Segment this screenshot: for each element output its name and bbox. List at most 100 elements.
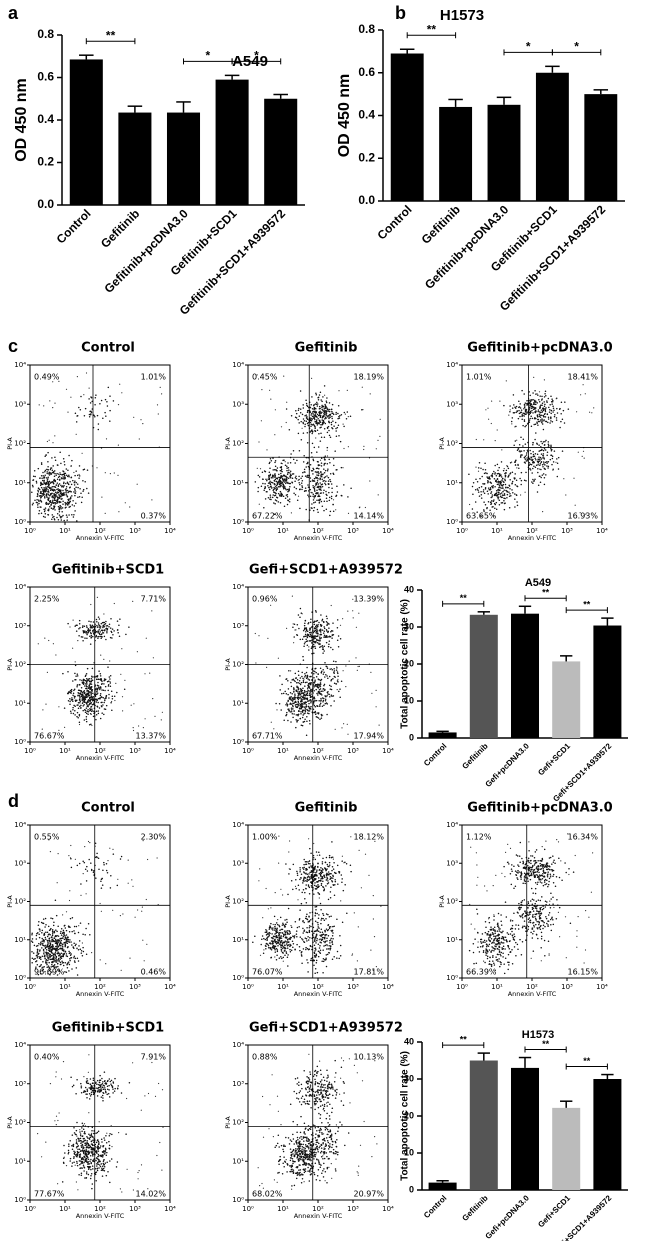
event-dot: [50, 492, 53, 495]
event-dot: [274, 945, 277, 947]
event-dot: [318, 494, 320, 496]
event-dot: [311, 418, 313, 420]
bar: [535, 72, 569, 201]
event-dot: [321, 408, 323, 410]
event-dot: [99, 672, 102, 675]
event-dot: [316, 480, 319, 482]
event-dot: [68, 962, 70, 964]
event-dot: [278, 494, 281, 497]
event-dot: [317, 511, 319, 513]
event-dot: [94, 404, 96, 406]
event-dot: [347, 512, 350, 515]
event-dot: [537, 461, 540, 464]
event-dot: [330, 604, 332, 607]
event-dot: [60, 955, 63, 957]
event-dot: [40, 486, 43, 489]
event-dot: [101, 712, 103, 714]
event-dot: [306, 913, 308, 916]
event-dot: [48, 961, 50, 964]
event-dot: [48, 949, 51, 951]
event-dot: [315, 392, 317, 395]
event-dot: [327, 414, 329, 417]
event-dot: [286, 469, 288, 472]
event-dot: [327, 476, 330, 479]
event-dot: [511, 482, 513, 484]
event-dot: [275, 947, 278, 950]
event-dot: [56, 940, 58, 942]
event-dot: [563, 422, 566, 424]
event-dot: [74, 492, 76, 494]
event-dot: [95, 687, 97, 690]
event-dot: [111, 637, 113, 639]
event-dot: [477, 489, 479, 492]
event-dot: [81, 681, 84, 684]
event-dot: [58, 488, 61, 491]
event-dot: [51, 971, 53, 973]
event-dot: [266, 490, 268, 493]
event-dot: [279, 689, 281, 691]
event-dot: [138, 438, 140, 440]
event-dot: [85, 712, 88, 715]
event-dot: [299, 412, 302, 414]
event-dot: [316, 712, 318, 714]
event-dot: [107, 685, 110, 687]
event-dot: [302, 948, 305, 950]
event-dot: [72, 479, 74, 482]
event-dot: [77, 960, 80, 962]
event-dot: [63, 931, 65, 934]
event-dot: [291, 700, 294, 702]
event-dot: [310, 672, 313, 674]
event-dot: [314, 413, 316, 415]
event-dot: [62, 500, 64, 502]
event-dot: [64, 950, 66, 953]
event-dot: [280, 468, 283, 471]
event-dot: [118, 511, 120, 513]
event-dot: [283, 505, 286, 508]
event-dot: [316, 619, 319, 622]
event-dot: [514, 440, 517, 442]
event-dot: [338, 390, 340, 392]
event-dot: [104, 398, 107, 401]
event-dot: [546, 461, 548, 463]
event-dot: [300, 700, 302, 703]
event-dot: [317, 474, 320, 477]
y-tick-label: 10²: [14, 661, 26, 669]
event-dot: [282, 495, 285, 498]
event-dot: [583, 378, 585, 380]
event-dot: [316, 705, 319, 707]
event-dot: [56, 464, 59, 466]
event-dot: [321, 475, 323, 478]
event-dot: [289, 462, 292, 464]
event-dot: [532, 478, 534, 481]
event-dot: [34, 957, 36, 960]
event-dot: [503, 481, 505, 484]
event-dot: [291, 940, 294, 943]
event-dot: [332, 634, 335, 636]
event-dot: [291, 477, 294, 479]
event-dot: [38, 957, 41, 959]
event-dot: [299, 638, 302, 641]
event-dot: [74, 709, 76, 712]
event-dot: [125, 633, 127, 636]
event-dot: [549, 422, 551, 424]
event-dot: [294, 695, 296, 697]
event-dot: [49, 974, 51, 976]
event-dot: [316, 401, 318, 404]
event-dot: [313, 672, 315, 675]
event-dot: [524, 458, 527, 460]
event-dot: [134, 916, 136, 918]
event-dot: [547, 397, 550, 400]
event-dot: [324, 469, 327, 472]
event-dot: [317, 684, 319, 686]
event-dot: [111, 700, 113, 703]
event-dot: [541, 448, 543, 451]
event-dot: [285, 408, 288, 410]
event-dot: [68, 952, 71, 955]
event-dot: [502, 469, 505, 472]
event-dot: [310, 507, 312, 509]
event-dot: [90, 626, 93, 628]
event-dot: [547, 467, 549, 469]
event-dot: [520, 479, 523, 482]
event-dot: [358, 612, 360, 614]
event-dot: [290, 926, 293, 929]
